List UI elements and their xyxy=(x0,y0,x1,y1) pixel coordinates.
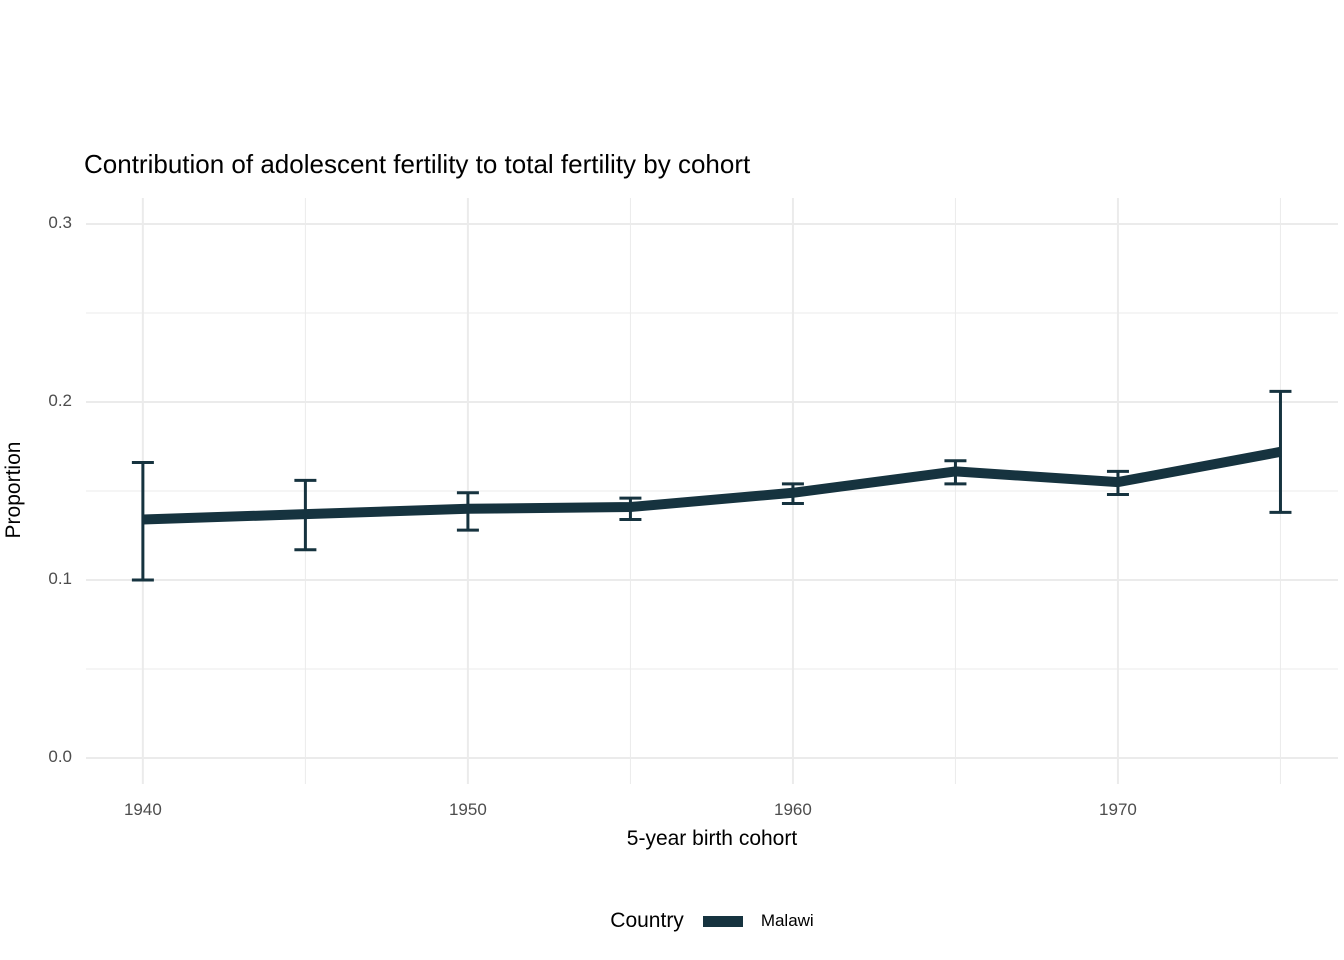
x-axis-title: 5-year birth cohort xyxy=(626,827,798,850)
y-tick-label: 0.0 xyxy=(48,747,72,766)
chart-title: Contribution of adolescent fertility to … xyxy=(84,149,751,179)
legend: Country Malawi xyxy=(40,899,1344,943)
series-line-malawi xyxy=(142,446,1282,525)
legend-title: Country xyxy=(610,909,684,932)
legend-entry-label: Malawi xyxy=(760,911,814,930)
y-tick-label: 0.1 xyxy=(48,569,72,588)
y-axis-title: Proportion xyxy=(2,441,25,539)
x-tick-label: 1970 xyxy=(1099,800,1137,819)
legend-key-line xyxy=(702,915,743,927)
y-tick-label: 0.3 xyxy=(48,212,72,232)
x-tick-label: 1950 xyxy=(448,800,487,819)
x-tick-label: 1940 xyxy=(123,800,162,819)
x-tick-label: 1960 xyxy=(774,800,812,819)
y-tick-label: 0.2 xyxy=(48,390,72,410)
